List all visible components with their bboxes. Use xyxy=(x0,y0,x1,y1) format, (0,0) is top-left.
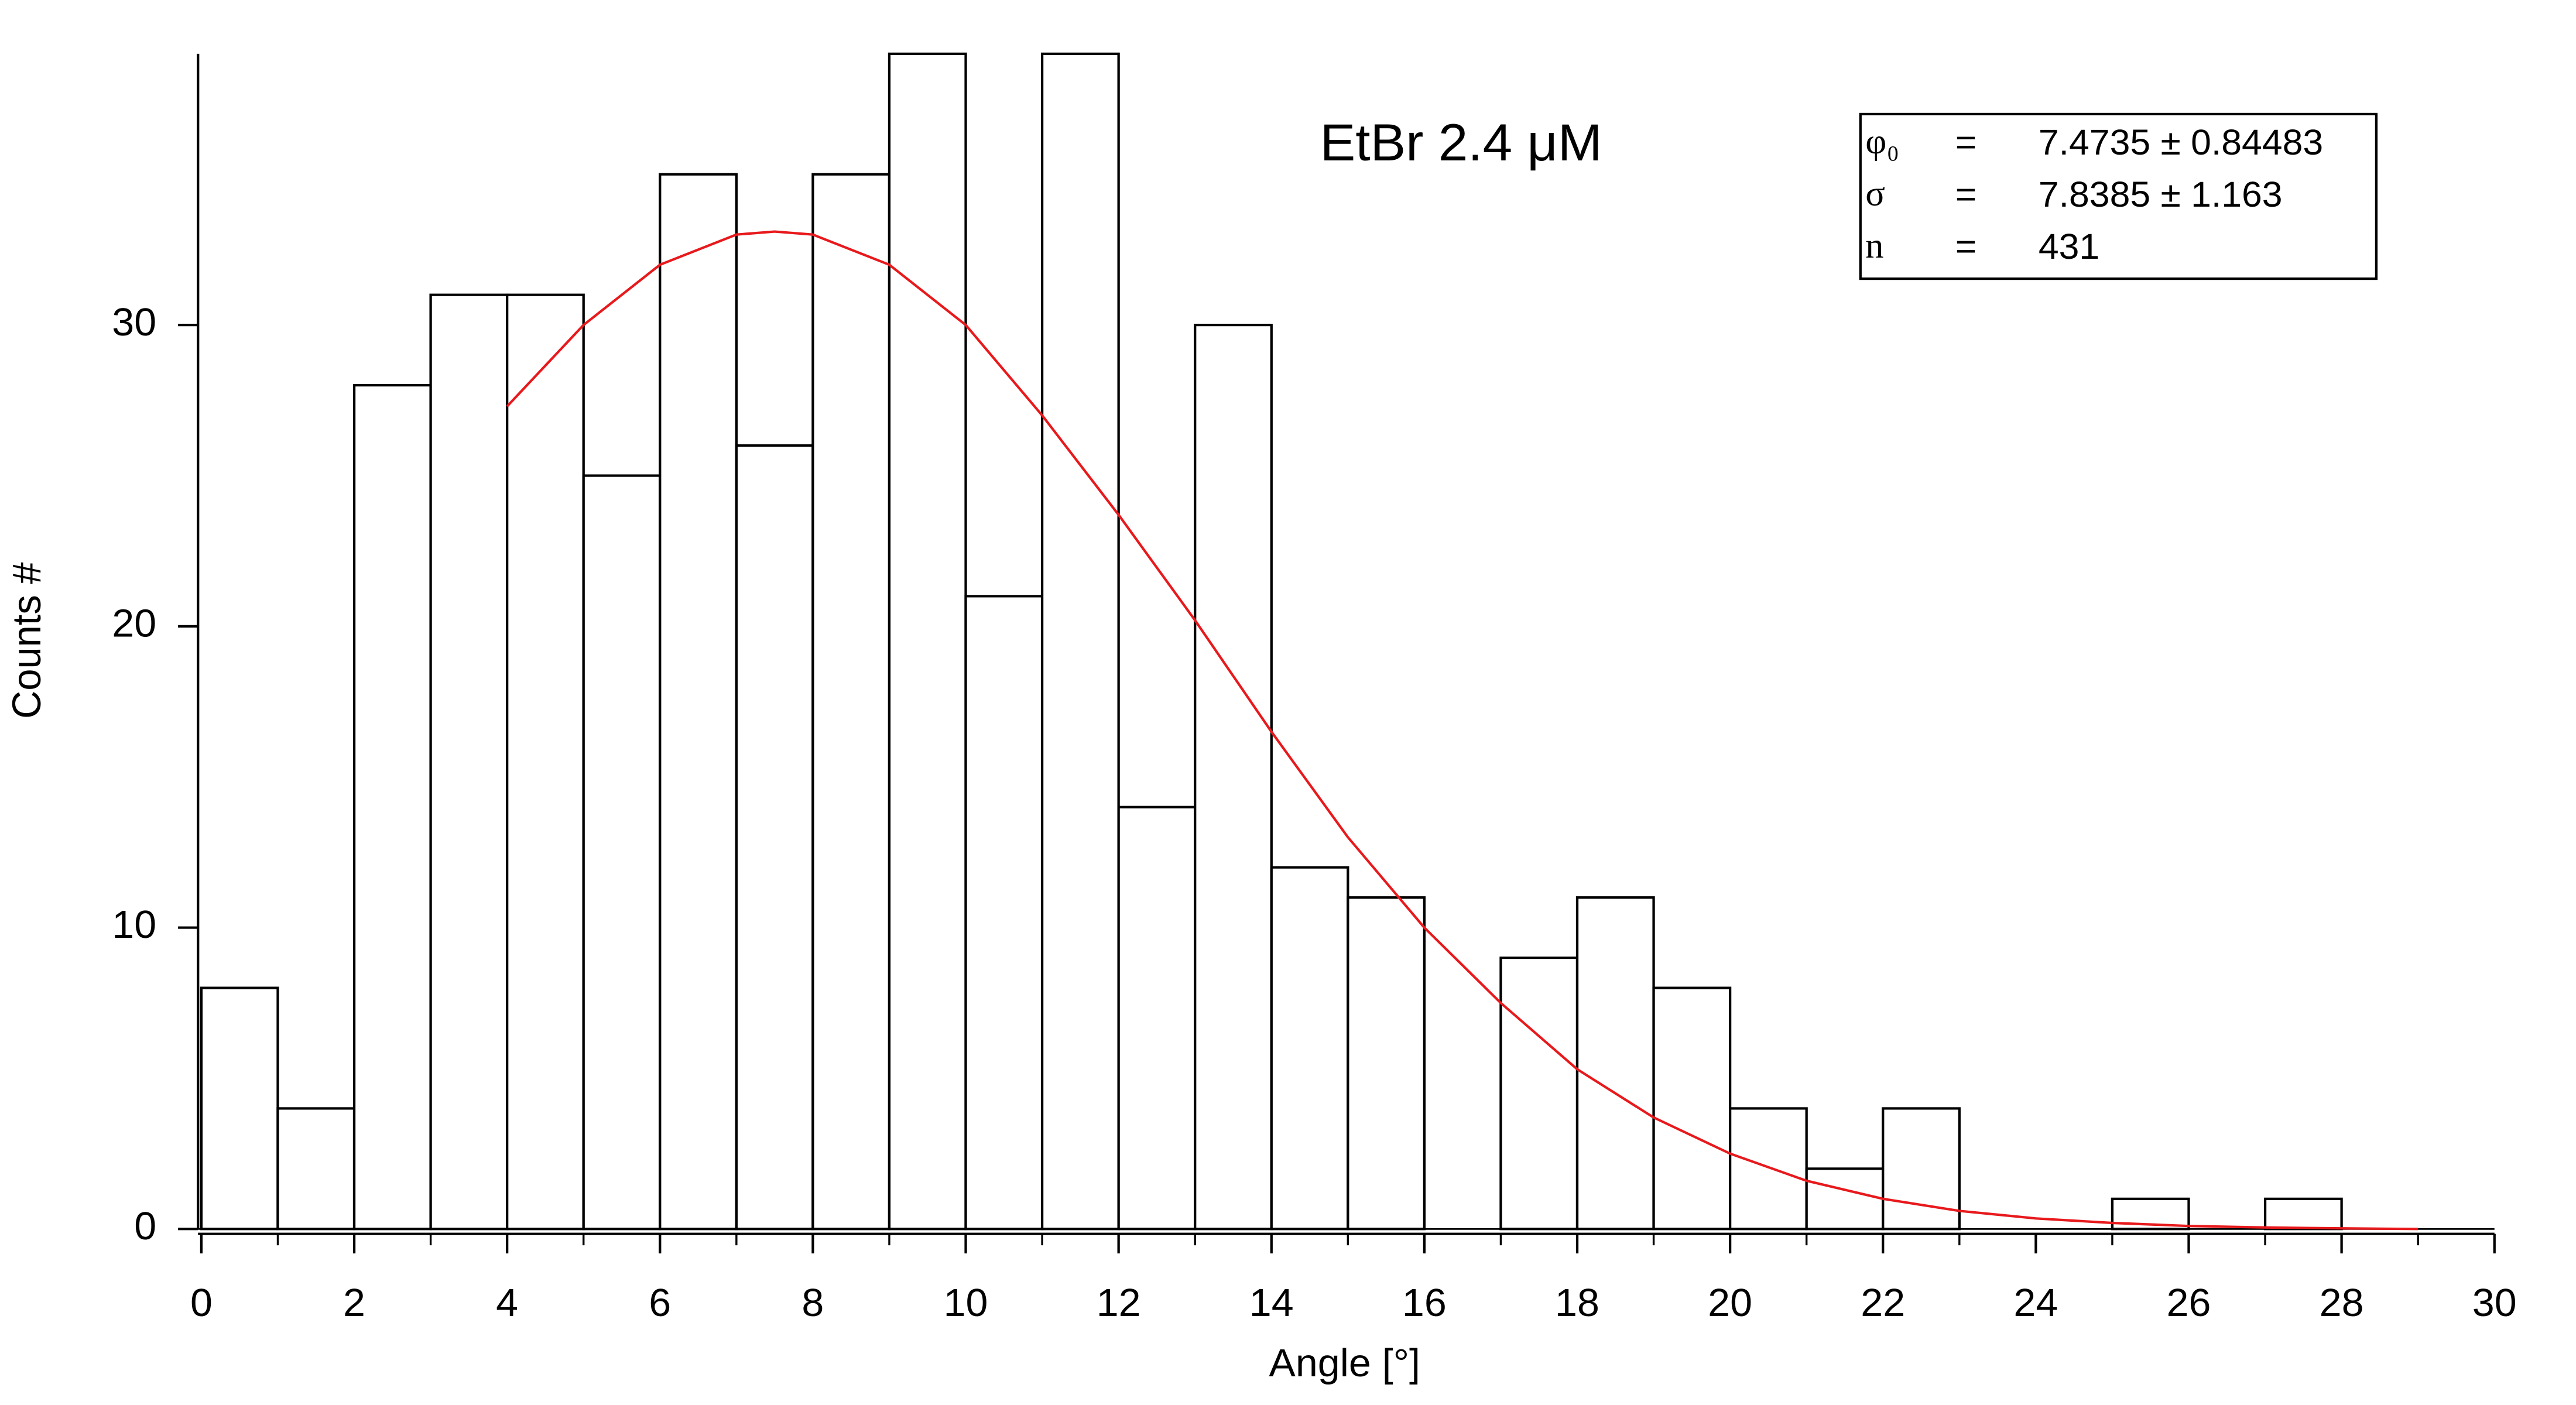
x-axis-label: Angle [°] xyxy=(1269,1341,1420,1385)
bar xyxy=(811,173,891,1231)
bar xyxy=(735,444,814,1231)
x-tick-label: 26 xyxy=(2167,1281,2211,1324)
x-tick-label: 6 xyxy=(649,1281,671,1324)
x-tick-label: 10 xyxy=(944,1281,988,1324)
fit-result-text: 7.8385 ± 1.163 xyxy=(2039,175,2283,215)
bar xyxy=(659,173,738,1231)
y-axis-label: Counts # xyxy=(5,562,50,719)
x-tick-label: 28 xyxy=(2320,1281,2364,1324)
fit-result-text: n xyxy=(1865,227,1883,266)
x-tick-label: 8 xyxy=(801,1281,824,1324)
fit-curve xyxy=(506,230,2419,1231)
bar xyxy=(1347,896,1426,1231)
bar xyxy=(352,383,432,1231)
bar xyxy=(276,1107,356,1231)
bar xyxy=(1117,806,1197,1231)
x-tick-label: 24 xyxy=(2013,1281,2058,1324)
y-tick-label: 0 xyxy=(134,1205,156,1248)
bar xyxy=(582,474,662,1231)
bar xyxy=(888,52,967,1231)
bar xyxy=(506,293,585,1231)
x-tick-label: 2 xyxy=(343,1281,365,1324)
bar xyxy=(1652,986,1732,1231)
fit-result-text: φ₀ xyxy=(1865,122,1899,161)
y-tick-label: 30 xyxy=(112,300,156,344)
fit-result-text: 7.4735 ± 0.84483 xyxy=(2039,123,2323,163)
x-tick-label: 0 xyxy=(190,1281,213,1324)
x-tick-label: 14 xyxy=(1249,1281,1294,1324)
fit-result-text: 431 xyxy=(2039,227,2099,267)
fit-result-text: = xyxy=(1955,227,1977,267)
bar xyxy=(1194,324,1273,1231)
bar xyxy=(2263,1197,2343,1231)
bar xyxy=(1040,52,1120,1231)
x-tick-label: 12 xyxy=(1097,1281,1141,1324)
x-tick-label: 16 xyxy=(1402,1281,1447,1324)
fit-result-text: = xyxy=(1955,123,1977,163)
x-tick-label: 30 xyxy=(2472,1281,2517,1324)
fit-result-text: σ xyxy=(1865,174,1885,214)
bar xyxy=(964,595,1044,1231)
fit-results-box xyxy=(1859,112,2378,280)
bar xyxy=(200,986,279,1231)
bar xyxy=(1728,1107,1808,1231)
bar xyxy=(429,293,509,1231)
x-tick-label: 4 xyxy=(496,1281,518,1324)
x-tick-label: 20 xyxy=(1708,1281,1752,1324)
bar xyxy=(1882,1107,1961,1231)
x-tick-label: 22 xyxy=(1861,1281,1905,1324)
fit-result-text: = xyxy=(1955,175,1977,215)
bar xyxy=(1270,866,1349,1231)
bar xyxy=(1575,896,1655,1231)
y-tick-label: 10 xyxy=(112,903,156,947)
x-tick-label: 18 xyxy=(1555,1281,1599,1324)
chart-title: EtBr 2.4 μM xyxy=(1320,114,1602,172)
bar xyxy=(1805,1167,1885,1231)
bar xyxy=(1499,956,1579,1231)
y-tick-label: 20 xyxy=(112,602,156,645)
